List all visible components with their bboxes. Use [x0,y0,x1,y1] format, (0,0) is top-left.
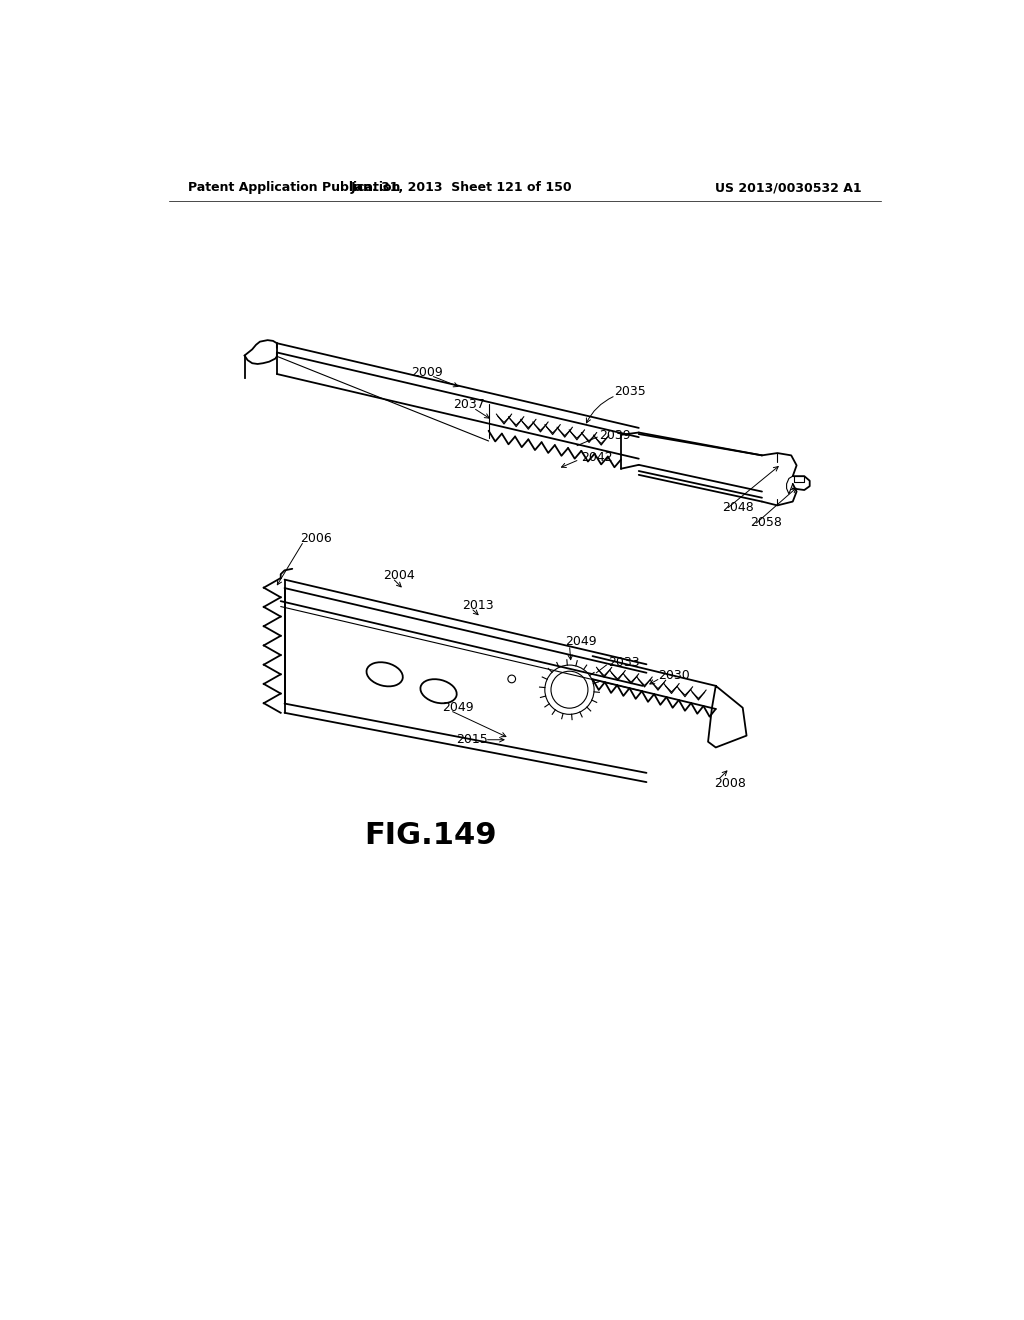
Text: Patent Application Publication: Patent Application Publication [188,181,400,194]
Text: 2037: 2037 [454,399,485,412]
Text: 2049: 2049 [442,701,474,714]
Text: 2049: 2049 [565,635,597,648]
Text: 2035: 2035 [614,385,646,399]
Text: 2030: 2030 [658,669,690,682]
Text: 2009: 2009 [411,366,443,379]
Text: 2058: 2058 [751,516,782,529]
Text: 2042: 2042 [581,450,612,463]
Text: 2006: 2006 [300,532,332,545]
Text: 2048: 2048 [722,500,754,513]
Text: 2039: 2039 [599,429,631,442]
Text: US 2013/0030532 A1: US 2013/0030532 A1 [716,181,862,194]
Text: 2013: 2013 [462,599,494,612]
Text: FIG.149: FIG.149 [365,821,498,850]
Text: Jan. 31, 2013  Sheet 121 of 150: Jan. 31, 2013 Sheet 121 of 150 [351,181,572,194]
Text: 2033: 2033 [608,656,640,669]
Text: 2008: 2008 [714,777,746,791]
Text: 2004: 2004 [383,569,415,582]
Text: 2015: 2015 [456,733,487,746]
